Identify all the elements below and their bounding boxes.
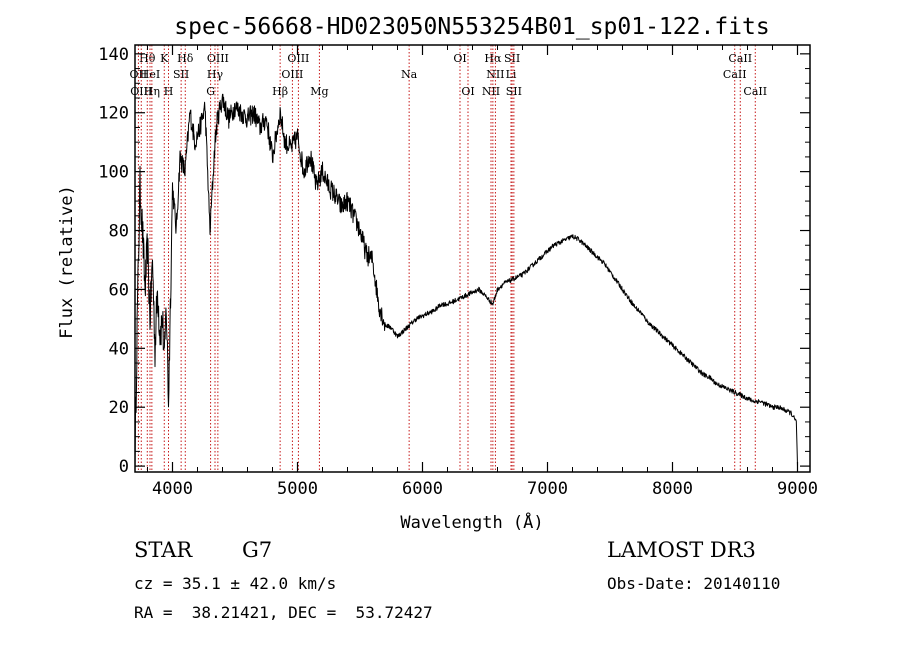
y-tick-label: 60	[109, 280, 129, 300]
x-tick-label: 5000	[277, 479, 318, 499]
marker-label: NII	[482, 85, 500, 98]
marker-label: OI	[461, 85, 474, 98]
obs-date-text: Obs-Date: 20140110	[607, 574, 781, 593]
marker-label: NII	[486, 68, 504, 81]
marker-label: SII	[173, 68, 189, 81]
marker-label: OI	[453, 52, 466, 65]
marker-label: Hθ	[139, 52, 156, 65]
marker-label: Hβ	[272, 85, 288, 98]
marker-label: Hγ	[207, 68, 224, 81]
x-tick-label: 8000	[652, 479, 693, 499]
x-tick-label: 7000	[527, 479, 568, 499]
marker-label: Li	[506, 68, 517, 81]
marker-label: G	[206, 85, 215, 98]
marker-label: SII	[504, 52, 520, 65]
marker-label: H	[164, 85, 174, 98]
marker-label: CaII	[728, 52, 752, 65]
marker-label: Hα	[484, 52, 502, 65]
object-class: STAR	[134, 538, 193, 562]
axis-ticks: 4000 5000 6000 7000 8000 9000 0 20 40 60 80 100 120 1…	[98, 45, 818, 499]
marker-label: K	[160, 52, 169, 65]
y-tick-label: 40	[109, 339, 129, 359]
marker-label: SII	[506, 85, 522, 98]
marker-label: Na	[401, 68, 418, 81]
x-tick-label: 6000	[402, 479, 443, 499]
spectrum-line	[134, 93, 798, 473]
x-tick-label: 9000	[777, 479, 818, 499]
marker-label: Hδ	[177, 52, 194, 65]
marker-label: Mg	[310, 85, 328, 98]
marker-label: OIII	[207, 52, 229, 65]
marker-label: CaII	[723, 68, 747, 81]
y-tick-label: 100	[98, 163, 129, 183]
y-tick-label: 140	[98, 45, 129, 65]
y-axis-label: Flux (relative)	[57, 185, 77, 339]
marker-label: HeI	[140, 68, 160, 81]
survey-name: LAMOST DR3	[607, 538, 756, 562]
y-tick-label: 120	[98, 104, 129, 124]
marker-label: OIII	[281, 68, 303, 81]
redshift-text: cz = 35.1 ± 42.0 km/s	[134, 574, 337, 593]
marker-label: OIII	[287, 52, 309, 65]
y-tick-label: 0	[119, 457, 129, 477]
y-tick-label: 20	[109, 398, 129, 418]
x-axis-label: Wavelength (Å)	[400, 511, 543, 533]
marker-label: Hη	[144, 85, 160, 98]
coordinates-text: RA = 38.21421, DEC = 53.72427	[134, 603, 433, 622]
chart-title: spec-56668-HD023050N553254B01_sp01-122.f…	[174, 14, 769, 40]
marker-label: CaII	[743, 85, 767, 98]
object-subclass: G7	[242, 538, 273, 562]
marker-label: OII	[130, 68, 148, 81]
y-tick-label: 80	[109, 222, 129, 242]
x-tick-label: 4000	[152, 479, 193, 499]
spectrum-series	[134, 93, 798, 473]
